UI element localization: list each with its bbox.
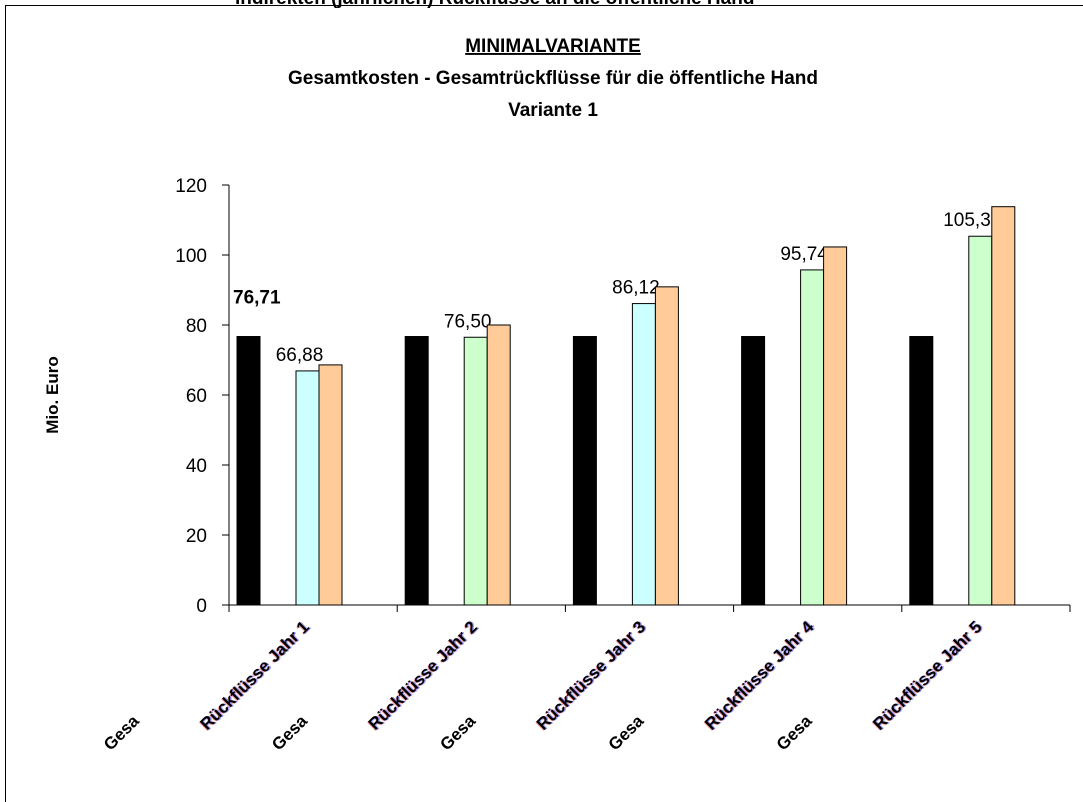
chart-subtitle: Gesamtkosten - Gesamtrückflüsse für die … (288, 68, 818, 89)
y-tick-label: 100 (175, 246, 207, 267)
y-tick-label: 0 (196, 596, 207, 617)
bar (404, 336, 429, 606)
data-label: 66,88 (276, 345, 324, 366)
data-label: 86,12 (612, 278, 660, 299)
y-tick-label: 60 (186, 386, 207, 407)
data-label: 76,71 (233, 288, 281, 309)
data-label: 105,36 (943, 210, 1001, 231)
y-tick-label: 80 (186, 316, 207, 337)
chart-subtitle: Variante 1 (508, 100, 598, 121)
y-tick-label: 40 (186, 456, 207, 477)
bar (318, 364, 343, 606)
data-label: 76,50 (444, 311, 492, 332)
bar (909, 336, 934, 606)
y-tick-label: 120 (175, 176, 207, 197)
bar (236, 336, 261, 606)
data-label: 95,74 (780, 244, 828, 265)
bar (295, 370, 320, 606)
bar (654, 286, 679, 606)
bar (823, 246, 848, 606)
bar (631, 303, 656, 606)
bar (968, 235, 993, 606)
bar (486, 324, 511, 606)
bar (572, 336, 597, 606)
bar (800, 269, 825, 606)
header-fragment: indirekten (jährlichen) Rückflüsse an di… (235, 0, 754, 9)
y-tick-label: 20 (186, 526, 207, 547)
chart-frame (5, 5, 1083, 802)
y-axis-label: Mio. Euro (43, 356, 62, 433)
bar (741, 336, 766, 606)
bar (991, 206, 1016, 606)
bar (463, 336, 488, 606)
chart-title: MINIMALVARIANTE (465, 36, 641, 57)
